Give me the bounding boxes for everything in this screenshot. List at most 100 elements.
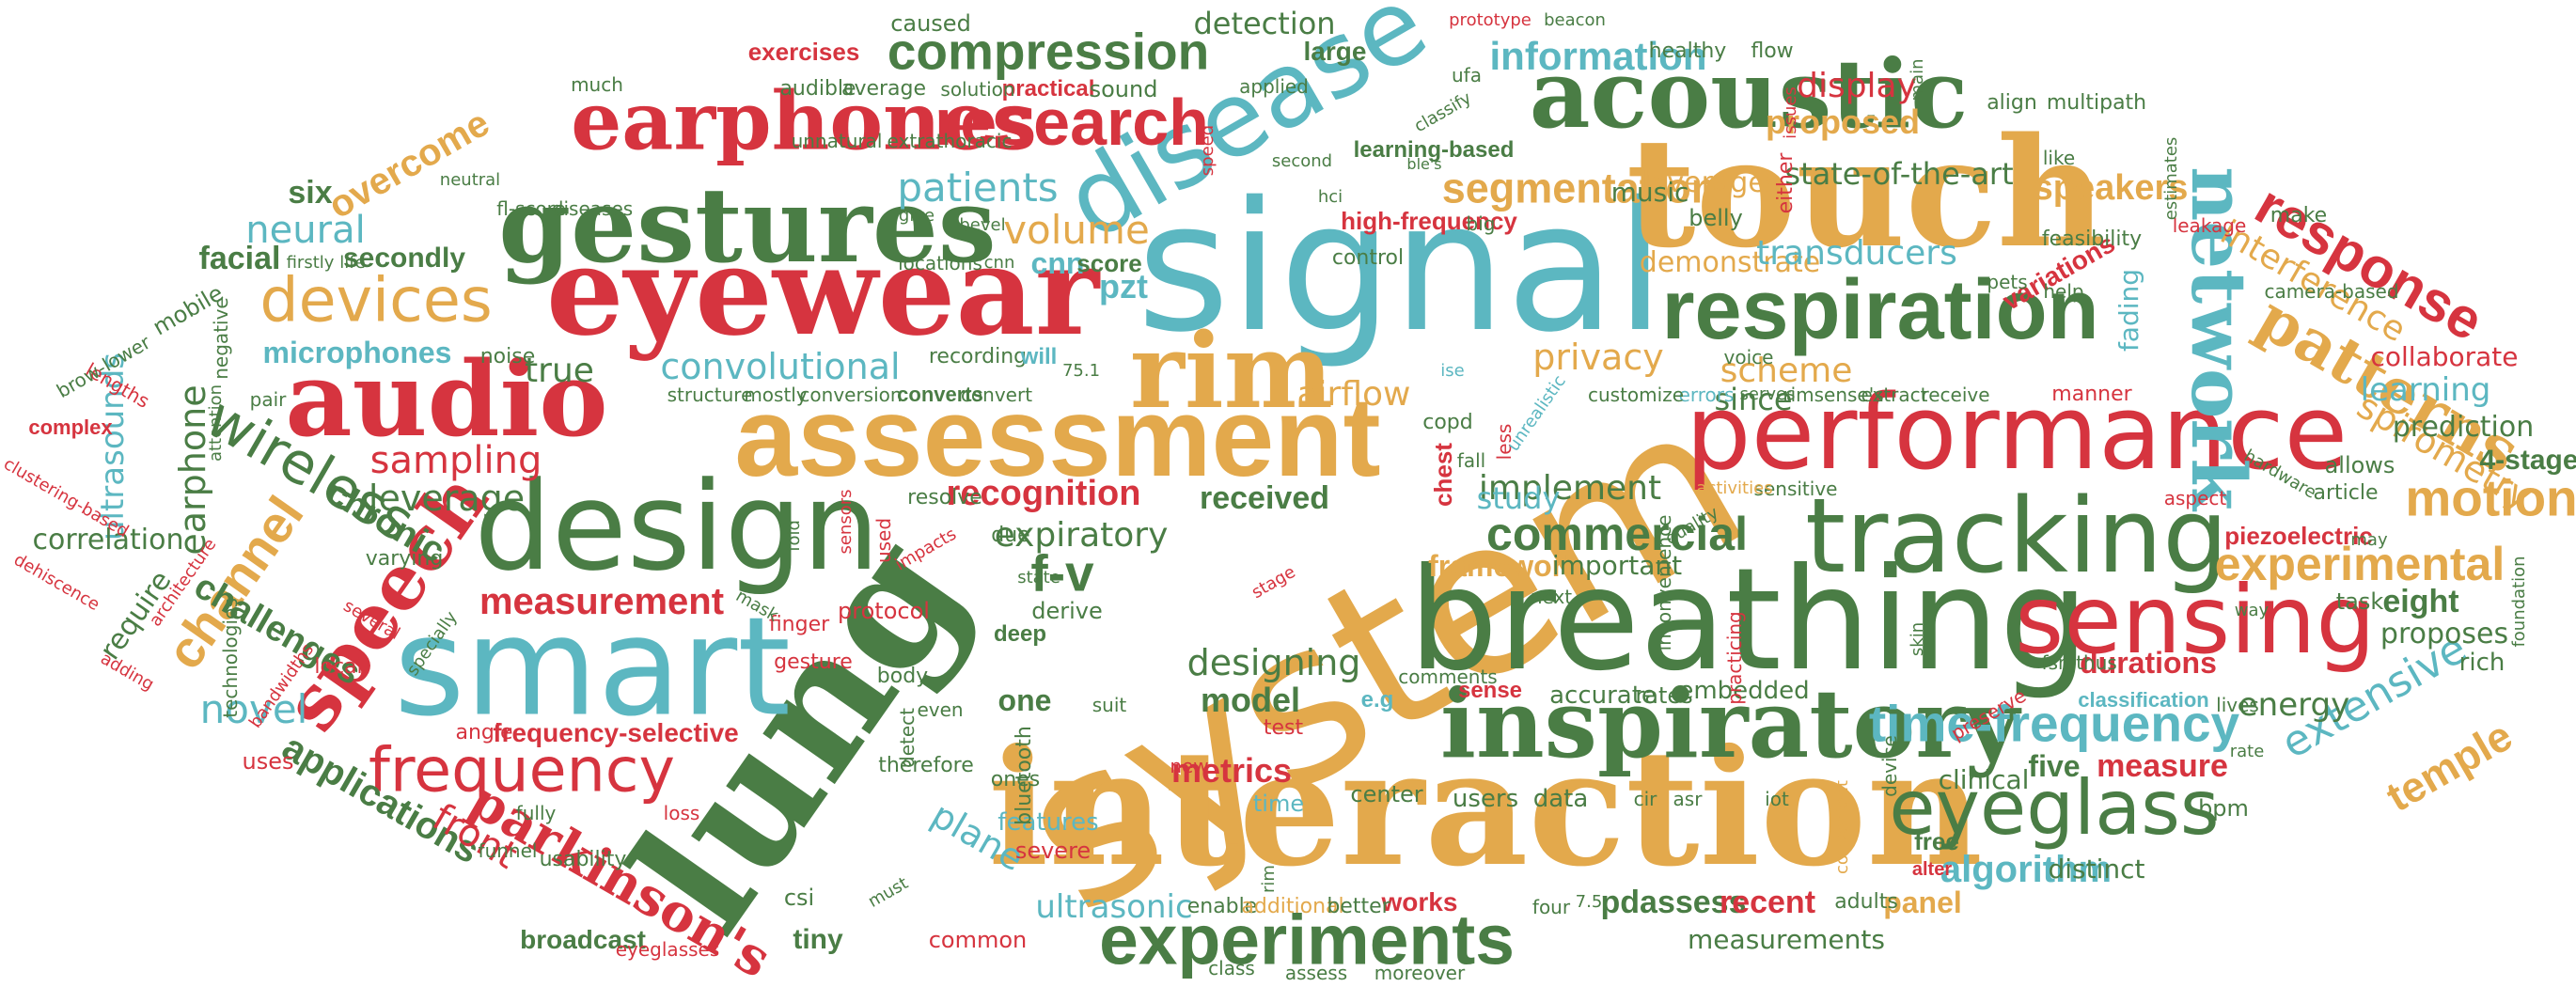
cloud-word: devices bbox=[259, 265, 493, 337]
cloud-word: state bbox=[1017, 568, 1060, 588]
cloud-word: speed bbox=[1198, 124, 1217, 177]
cloud-word: frequency-selective bbox=[493, 718, 739, 747]
cloud-word: unnatural bbox=[791, 130, 883, 152]
cloud-word: e.g bbox=[1360, 687, 1394, 713]
cloud-word: adults bbox=[1834, 890, 1898, 914]
cloud-word: compression bbox=[887, 22, 1210, 81]
cloud-word: segmentation bbox=[1441, 164, 1718, 212]
cloud-word: beacon bbox=[1544, 10, 1606, 30]
cloud-word: temple bbox=[2378, 711, 2521, 822]
cloud-word: high-frequency bbox=[1341, 207, 1517, 235]
cloud-word: structure bbox=[667, 384, 753, 406]
cloud-word: pair bbox=[249, 388, 287, 411]
cloud-word: correlation bbox=[32, 524, 184, 556]
cloud-word: 75.1 bbox=[1061, 361, 1101, 381]
cloud-word: uses bbox=[242, 748, 294, 775]
cloud-word: derive bbox=[1031, 598, 1103, 624]
cloud-word: 7.5 bbox=[1575, 892, 1603, 912]
cloud-word: protocol bbox=[838, 598, 930, 624]
cloud-word: inconvenience bbox=[1653, 514, 1675, 651]
cloud-word: fully bbox=[515, 802, 557, 824]
cloud-word: received bbox=[1200, 480, 1329, 516]
cloud-word: foundation bbox=[2509, 556, 2529, 648]
cloud-word: deep bbox=[993, 621, 1047, 647]
cloud-word: ones bbox=[990, 768, 1041, 791]
cloud-word: transducers bbox=[1756, 234, 1957, 273]
cloud-word: complex bbox=[28, 415, 113, 439]
cloud-word: signal bbox=[1136, 164, 1666, 371]
cloud-word: prediction bbox=[2392, 411, 2535, 444]
cloud-word: issues bbox=[1781, 86, 1800, 139]
cloud-word: five bbox=[2028, 749, 2081, 783]
cloud-word: leakage bbox=[2172, 214, 2247, 237]
cloud-word: gesture bbox=[774, 650, 853, 674]
cloud-word: works bbox=[1381, 887, 1458, 916]
cloud-word: gestures bbox=[498, 164, 997, 286]
cloud-word: secondly bbox=[342, 243, 466, 274]
cloud-word: frequency bbox=[368, 735, 676, 807]
cloud-word: lives bbox=[2216, 694, 2259, 716]
cloud-word: proposes bbox=[2380, 618, 2509, 650]
cloud-word: energy bbox=[2238, 686, 2350, 724]
cloud-word: rich bbox=[2458, 649, 2505, 677]
cloud-word: time-frequency bbox=[1868, 694, 2240, 753]
cloud-word: allows bbox=[2324, 452, 2395, 478]
cloud-word: due bbox=[991, 524, 1030, 547]
cloud-word: article bbox=[2313, 481, 2379, 505]
cloud-word: applied bbox=[1239, 75, 1309, 98]
cloud-word: errors bbox=[1678, 384, 1735, 406]
cloud-word: demonstrate bbox=[1639, 246, 1821, 279]
cloud-word: novel bbox=[199, 686, 308, 732]
cloud-word: panel bbox=[1883, 885, 1962, 919]
cloud-word: convert bbox=[960, 384, 1033, 406]
cloud-word: overcome bbox=[322, 102, 496, 227]
cloud-word: receive bbox=[1921, 384, 1990, 406]
cloud-word: ble's bbox=[1406, 155, 1442, 173]
cloud-word: fsm bbox=[2041, 651, 2077, 674]
cloud-word: serves bbox=[1739, 384, 1796, 404]
cloud-word: sense bbox=[1457, 678, 1523, 703]
cloud-word: convolutional bbox=[660, 346, 901, 387]
cloud-word: audio bbox=[285, 338, 608, 460]
cloud-word: f-v bbox=[1030, 543, 1094, 603]
cloud-word: framework bbox=[1428, 549, 1580, 583]
cloud-word: ufa bbox=[1452, 64, 1482, 86]
cloud-word: clinical bbox=[1938, 764, 2030, 795]
cloud-word: leverage bbox=[368, 478, 526, 519]
cloud-word: either bbox=[1774, 152, 1798, 214]
cloud-word: will bbox=[1020, 344, 1058, 369]
cloud-word: multipath bbox=[2046, 91, 2147, 115]
cloud-word: classification bbox=[2078, 688, 2209, 712]
cloud-word: breathing bbox=[1408, 539, 2089, 702]
cloud-word: copd bbox=[1422, 411, 1473, 434]
cloud-word: measure bbox=[2097, 748, 2228, 784]
cloud-word: bpm bbox=[2198, 795, 2249, 822]
cloud-word: way bbox=[2234, 601, 2270, 620]
cloud-word: give bbox=[898, 206, 935, 226]
cloud-word: one bbox=[997, 683, 1052, 717]
cloud-word: research bbox=[935, 86, 1209, 159]
cloud-word: second bbox=[1271, 151, 1333, 171]
cloud-word: important bbox=[1551, 550, 1683, 581]
cloud-word: fold bbox=[784, 520, 804, 552]
cloud-word: free bbox=[1914, 827, 1959, 855]
cloud-word: durations bbox=[2080, 646, 2217, 680]
cloud-word: pzt bbox=[1099, 267, 1148, 306]
cloud-word: estimates bbox=[2161, 136, 2181, 221]
cloud-word: big bbox=[1466, 212, 1496, 235]
cloud-word: speakers bbox=[2033, 168, 2189, 208]
cloud-word: must bbox=[864, 873, 912, 913]
cloud-word: align bbox=[1987, 91, 2037, 115]
cloud-word: cnn bbox=[1030, 246, 1085, 280]
cloud-word: music bbox=[1610, 177, 1689, 208]
cloud-word: assessment bbox=[734, 374, 1381, 500]
cloud-word: implement bbox=[1478, 469, 1662, 508]
cloud-word: aspect bbox=[2163, 487, 2227, 509]
cloud-word: bevel bbox=[959, 215, 1006, 235]
cloud-word: cnn bbox=[983, 253, 1015, 273]
cloud-word: eight bbox=[2382, 584, 2459, 619]
cloud-word: inspiratory bbox=[1439, 668, 2020, 779]
cloud-word: recording bbox=[928, 345, 1028, 368]
cloud-word: acoustic bbox=[1529, 39, 1969, 149]
